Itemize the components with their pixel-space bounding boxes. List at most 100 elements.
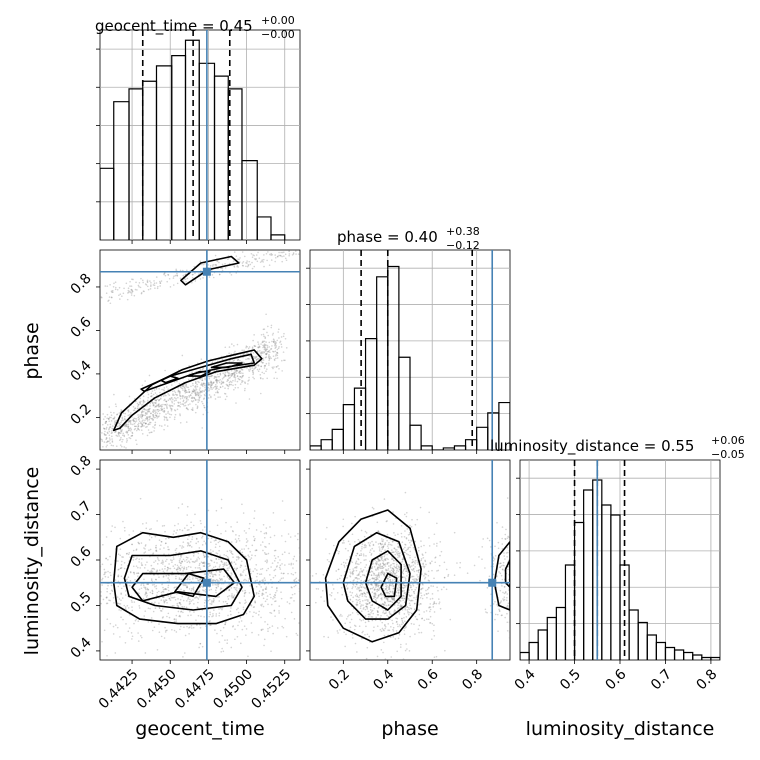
sample-point [401,571,404,574]
sample-point [86,570,88,572]
sample-point [160,404,163,406]
sample-point [351,633,354,636]
sample-point [340,563,343,566]
sample-point [354,566,356,569]
sample-point [289,597,292,599]
sample-point [270,252,273,255]
histogram-bin [683,651,694,660]
sample-point [212,575,214,578]
sample-point [184,634,187,637]
sample-point [406,606,408,608]
sample-point [273,359,276,362]
sample-point [127,425,130,428]
sample-point [269,351,271,354]
sample-point [188,388,190,391]
sample-point [502,564,504,567]
sample-point [132,530,135,532]
sample-point [120,592,122,594]
sample-point [417,608,420,611]
sample-point [215,557,218,560]
sample-point [184,387,186,389]
sample-point [222,626,225,629]
sample-point [107,570,109,573]
sample-point [257,364,260,366]
sample-point [168,397,171,400]
sample-point [398,568,401,571]
sample-point [280,591,282,593]
sample-point [297,579,300,581]
sample-point [214,580,217,582]
sample-point [234,538,237,540]
sample-point [389,570,391,573]
sample-point [208,375,210,378]
sample-point [185,568,188,571]
sample-point [411,576,413,578]
sample-point [211,265,214,267]
sample-point [208,562,211,565]
sample-point [150,564,153,567]
sample-point [150,412,152,414]
sample-point [226,370,228,373]
sample-point [223,575,225,578]
sample-point [385,597,388,600]
sample-point [223,373,226,376]
density-contour [140,353,255,393]
sample-point [389,576,391,578]
sample-point [292,253,295,255]
sample-point [314,502,316,504]
sample-point [375,579,378,581]
sample-point [254,537,256,540]
sample-point [210,375,212,378]
sample-point [399,604,402,606]
sample-point [354,625,357,628]
sample-point [395,621,398,623]
sample-point [325,547,327,549]
sample-point [105,437,108,440]
sample-point [176,593,178,595]
sample-point [228,583,231,585]
sample-point [207,397,210,399]
sample-point [109,283,111,286]
sample-point [276,352,279,354]
sample-point [213,561,216,564]
sample-point [198,567,201,569]
panel-lumdist-phase-scatter [310,460,510,660]
sample-point [216,562,218,564]
sample-point [138,286,140,288]
sample-point [145,426,147,428]
sample-point [429,598,432,600]
sample-point [213,394,216,396]
sample-point [119,448,121,450]
sample-point [360,586,362,589]
sample-point [355,554,358,557]
sample-point [349,591,352,593]
sample-point [397,533,399,536]
sample-point [102,543,104,546]
sample-point [173,409,176,411]
sample-point [381,559,384,562]
sample-point [155,415,158,417]
sample-point [290,586,293,588]
sample-point [253,611,255,614]
sample-point [188,603,191,605]
sample-point [369,549,372,551]
sample-point [375,568,377,571]
sample-point [403,592,406,594]
sample-point [179,394,182,397]
sample-point [85,581,87,583]
sample-point [386,545,389,547]
sample-point [153,284,156,287]
sample-point [117,432,120,434]
sample-point [155,550,158,553]
sample-point [380,594,383,596]
sample-point [229,376,231,379]
sample-point [114,421,116,424]
sample-point [263,532,266,535]
sample-point [44,647,46,649]
sample-point [428,606,430,609]
sample-point [501,526,504,528]
sample-point [204,378,207,381]
sample-point [423,611,425,613]
sample-point [147,423,150,425]
sample-point [411,588,413,591]
